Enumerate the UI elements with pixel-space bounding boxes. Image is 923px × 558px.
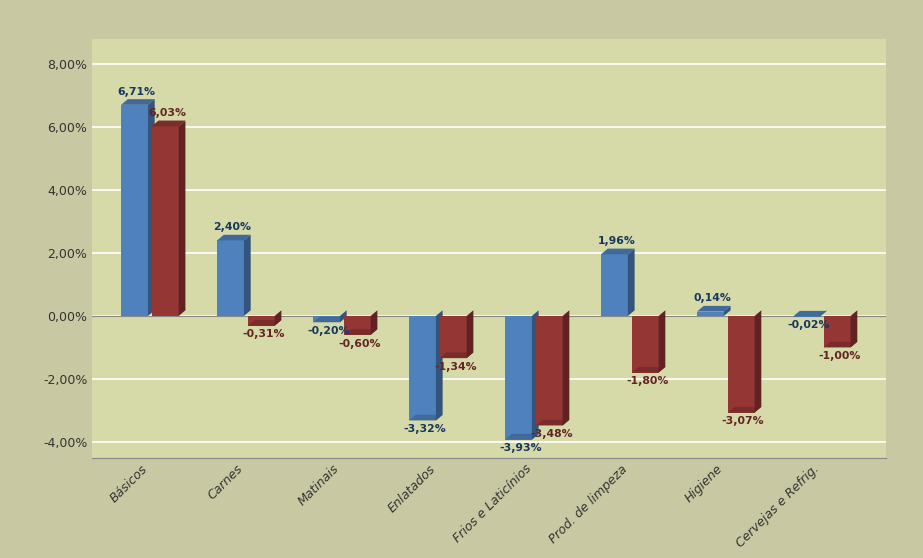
Polygon shape	[371, 310, 378, 335]
Text: -3,48%: -3,48%	[530, 429, 572, 439]
Polygon shape	[851, 310, 857, 348]
Polygon shape	[439, 316, 467, 358]
Polygon shape	[601, 254, 628, 316]
Polygon shape	[121, 99, 155, 105]
Polygon shape	[247, 316, 275, 326]
Polygon shape	[467, 310, 473, 358]
Polygon shape	[313, 316, 340, 323]
Polygon shape	[724, 306, 731, 316]
Text: -0,20%: -0,20%	[307, 326, 350, 336]
Polygon shape	[823, 341, 857, 348]
Text: 0,14%: 0,14%	[693, 294, 731, 304]
Polygon shape	[727, 316, 755, 412]
Polygon shape	[631, 316, 659, 373]
Polygon shape	[532, 310, 539, 440]
Polygon shape	[313, 316, 347, 323]
Polygon shape	[697, 306, 731, 311]
Text: 6,71%: 6,71%	[117, 86, 156, 97]
Polygon shape	[505, 316, 532, 440]
Polygon shape	[535, 316, 563, 425]
Polygon shape	[601, 249, 635, 254]
Polygon shape	[409, 316, 436, 420]
Polygon shape	[340, 310, 347, 323]
Polygon shape	[275, 310, 282, 326]
Text: -1,34%: -1,34%	[434, 362, 476, 372]
Text: -1,80%: -1,80%	[626, 377, 668, 386]
Polygon shape	[628, 249, 635, 316]
Polygon shape	[244, 235, 251, 316]
Polygon shape	[563, 310, 569, 425]
Polygon shape	[343, 316, 371, 335]
Polygon shape	[151, 126, 179, 316]
Polygon shape	[631, 367, 665, 373]
Polygon shape	[217, 235, 251, 240]
Polygon shape	[505, 434, 539, 440]
Polygon shape	[247, 320, 282, 326]
Polygon shape	[217, 240, 244, 316]
Polygon shape	[755, 310, 761, 412]
Polygon shape	[151, 121, 186, 126]
Text: -3,07%: -3,07%	[722, 416, 764, 426]
Polygon shape	[148, 99, 155, 316]
Text: 2,40%: 2,40%	[213, 222, 252, 232]
Polygon shape	[697, 311, 724, 316]
Text: -3,93%: -3,93%	[499, 444, 542, 454]
Polygon shape	[823, 316, 851, 348]
Polygon shape	[727, 407, 761, 412]
Polygon shape	[121, 105, 148, 316]
Text: -0,60%: -0,60%	[338, 339, 380, 349]
Polygon shape	[436, 310, 443, 420]
Polygon shape	[439, 353, 473, 358]
Polygon shape	[535, 420, 569, 425]
Polygon shape	[659, 310, 665, 373]
Text: -3,32%: -3,32%	[403, 424, 446, 434]
Text: -0,02%: -0,02%	[787, 320, 830, 330]
Polygon shape	[409, 415, 443, 420]
Polygon shape	[820, 310, 827, 316]
Text: 6,03%: 6,03%	[149, 108, 186, 118]
Polygon shape	[343, 329, 378, 335]
Polygon shape	[793, 311, 827, 316]
Text: 1,96%: 1,96%	[597, 236, 635, 246]
Polygon shape	[179, 121, 186, 316]
Text: -0,31%: -0,31%	[242, 329, 284, 339]
Text: -1,00%: -1,00%	[818, 351, 860, 361]
